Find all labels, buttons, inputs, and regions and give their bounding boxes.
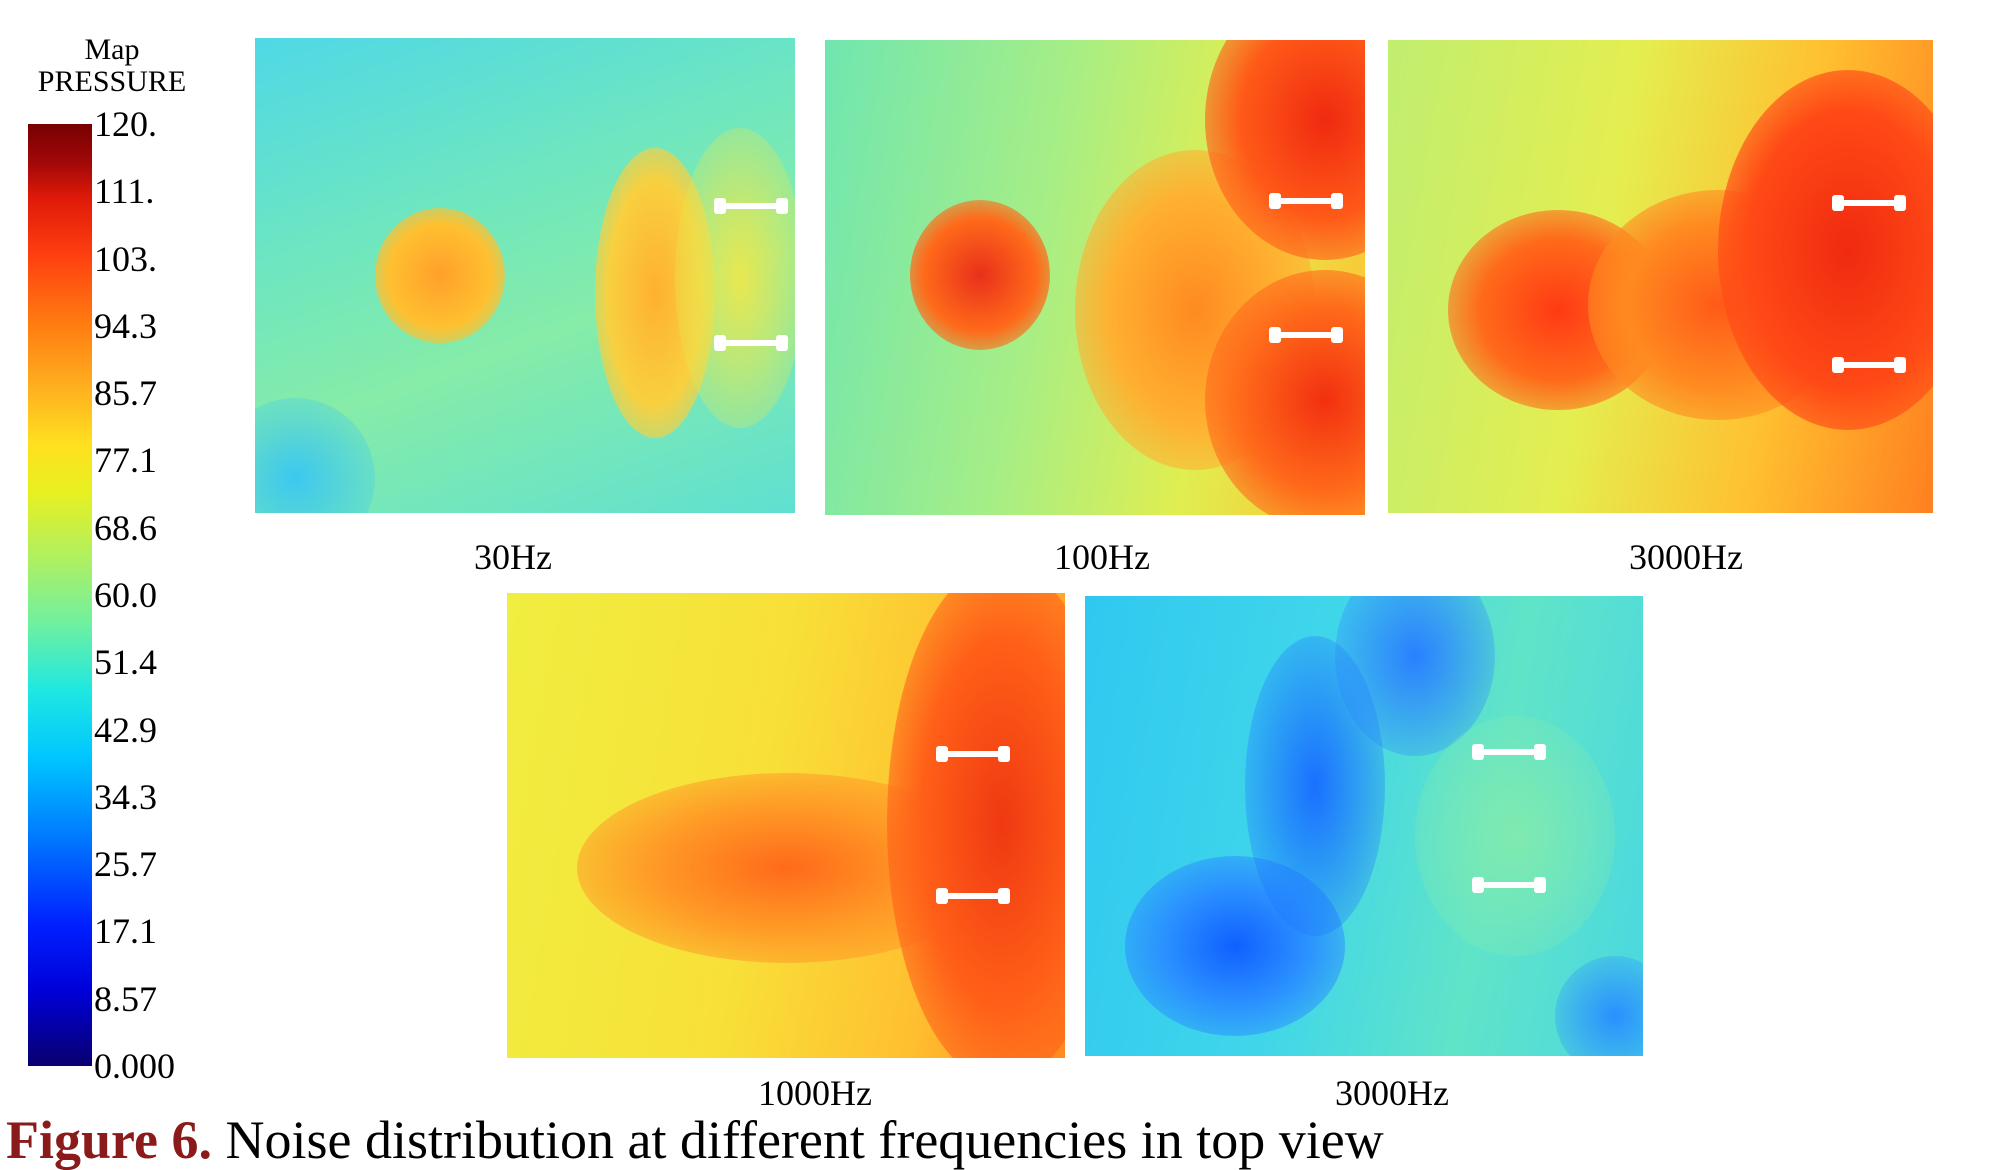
contour-panel-3000hz-top xyxy=(1388,40,1933,513)
colorbar-tick-label: 94.3 xyxy=(94,305,157,346)
colorbar-tick-label: 34.3 xyxy=(94,776,157,817)
colorbar-tick-label: 17.1 xyxy=(94,911,157,952)
colorbar-tick-label: 25.7 xyxy=(94,844,157,885)
colorbar-tick-label: 60.0 xyxy=(94,575,157,615)
panel-label-3000hz-bottom: 3000Hz xyxy=(1335,1073,1449,1113)
legend-title-map: Map xyxy=(84,33,140,66)
contour-panel-100hz xyxy=(825,40,1365,515)
colorbar-tick-label: 51.4 xyxy=(94,642,157,683)
colorbar-tick-label: 68.6 xyxy=(94,507,157,548)
colorbar-tick-label: 77.1 xyxy=(94,440,157,481)
contour-panel-1000hz xyxy=(507,593,1065,1058)
panel-label-100hz: 100Hz xyxy=(1054,537,1150,577)
figure-number: Figure 6. xyxy=(6,1110,212,1170)
legend-title-pressure: PRESSURE xyxy=(37,65,187,98)
colorbar-tick-label: 0.000 xyxy=(94,1046,175,1086)
panel-label-3000hz-top: 3000Hz xyxy=(1629,537,1743,577)
contour-panel-30hz xyxy=(255,38,795,513)
colorbar-tick-label: 42.9 xyxy=(94,709,157,750)
colorbar-tick-label: 111. xyxy=(94,171,155,212)
colorbar-tick-label: 103. xyxy=(94,238,157,279)
pressure-colorbar xyxy=(28,124,92,1066)
panel-label-30hz: 30Hz xyxy=(474,537,552,577)
contour-panel-3000hz-bottom xyxy=(1085,596,1643,1056)
panel-label-1000hz: 1000Hz xyxy=(758,1073,872,1113)
colorbar-tick-label: 85.7 xyxy=(94,373,157,414)
figure-caption-text: Noise distribution at different frequenc… xyxy=(225,1110,1384,1170)
colorbar-tick-label: 8.57 xyxy=(94,978,157,1019)
figure-caption: Figure 6. Noise distribution at differen… xyxy=(6,1110,1384,1170)
colorbar-tick-label: 120. xyxy=(94,104,157,144)
